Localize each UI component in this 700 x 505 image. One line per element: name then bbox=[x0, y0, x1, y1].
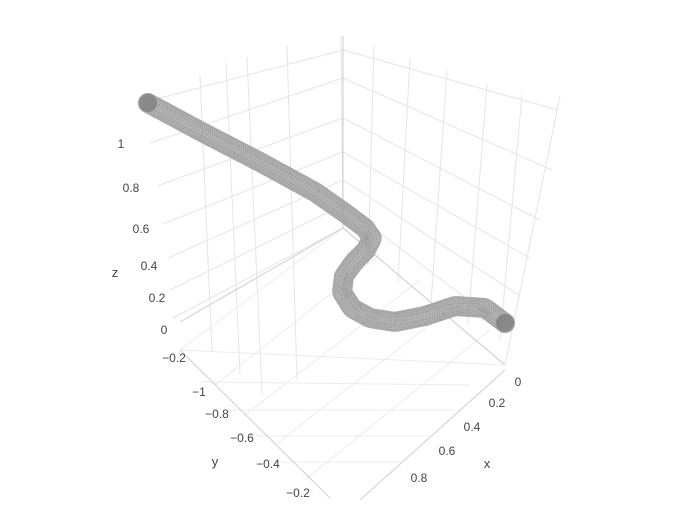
grid-line bbox=[180, 228, 343, 350]
grid-line bbox=[468, 84, 487, 325]
data-point-start bbox=[139, 94, 158, 113]
grid-line bbox=[226, 63, 240, 374]
z-tick-label: −0.2 bbox=[162, 351, 186, 365]
data-point-end bbox=[496, 314, 515, 333]
x-tick-label: 0.2 bbox=[489, 396, 506, 410]
x-axis-edge bbox=[360, 370, 505, 500]
grid-line bbox=[200, 75, 212, 352]
grid-line bbox=[431, 71, 447, 303]
y-axis-edge bbox=[180, 350, 330, 498]
z-tick-label: 0.4 bbox=[141, 259, 158, 273]
grid-line bbox=[200, 382, 470, 385]
grid-line bbox=[500, 95, 522, 340]
x-tick-label: 0 bbox=[515, 375, 522, 389]
y-axis-title: y bbox=[212, 454, 219, 469]
y-tick-label: −0.6 bbox=[230, 431, 254, 445]
grid-line bbox=[343, 78, 552, 170]
z-tick-label: 0 bbox=[161, 323, 168, 337]
z-tick-label: 0.2 bbox=[149, 291, 166, 305]
grid-line bbox=[145, 50, 343, 102]
x-tick-label: 0.6 bbox=[439, 444, 456, 458]
grid-line bbox=[398, 58, 410, 283]
grid-line bbox=[305, 330, 490, 480]
grid-line bbox=[343, 50, 558, 110]
axis-titles: z y x bbox=[112, 265, 491, 471]
y-tick-label: −0.2 bbox=[286, 486, 310, 500]
x-tick-label: 0.8 bbox=[411, 471, 428, 485]
z-tick-label: 1 bbox=[118, 137, 125, 151]
z-tick-label: 0.6 bbox=[133, 222, 150, 236]
grid-line bbox=[245, 280, 420, 415]
z-axis-title: z bbox=[112, 265, 119, 280]
x-axis-title: x bbox=[484, 456, 491, 471]
x-tick-label: 0.4 bbox=[464, 420, 481, 434]
y-tick-label: −1 bbox=[192, 385, 206, 399]
y-tick-label: −0.4 bbox=[256, 457, 280, 471]
y-tick-label: −0.8 bbox=[205, 407, 229, 421]
z-tick-label: 0.8 bbox=[123, 181, 140, 195]
